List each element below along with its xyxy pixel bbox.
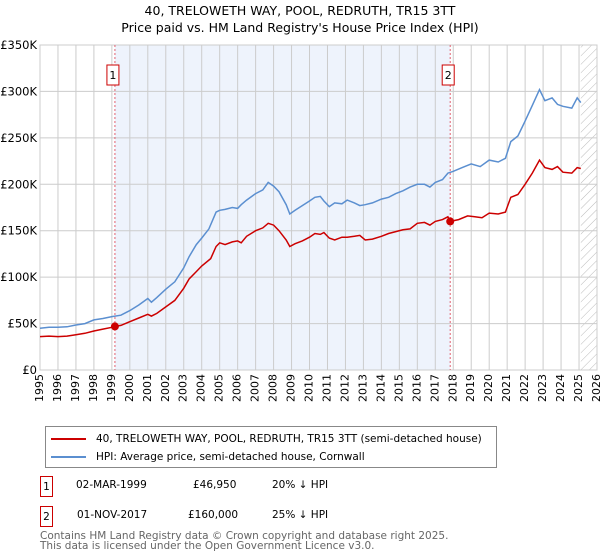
- sale-point: [446, 217, 455, 226]
- footer: Contains HM Land Registry data © Crown c…: [40, 530, 449, 552]
- x-tick-label: 2022: [518, 374, 531, 402]
- x-tick-label: 2017: [428, 374, 441, 402]
- footer-line: Contains HM Land Registry data © Crown c…: [40, 530, 449, 542]
- transaction-date: 02-MAR-1999: [76, 479, 147, 491]
- marker-box: [441, 64, 455, 86]
- legend-label: 40, TRELOWETH WAY, POOL, REDRUTH, TR15 3…: [96, 433, 482, 445]
- y-tick-label: £100K: [0, 270, 37, 284]
- x-tick-label: 2020: [482, 374, 495, 402]
- x-tick-label: 2008: [267, 374, 280, 402]
- x-tick-label: 1996: [51, 374, 64, 402]
- transaction-hpi: 20% ↓ HPI: [272, 479, 329, 491]
- transaction-row: 1 02-MAR-1999 £46,950 20% ↓ HPI: [40, 476, 440, 497]
- x-tick-label: 2018: [446, 374, 459, 402]
- x-tick-label: 2010: [303, 374, 316, 402]
- x-tick-label: 2015: [392, 374, 405, 402]
- x-tick-label: 2002: [159, 374, 172, 402]
- x-tick-label: 2011: [320, 374, 333, 402]
- x-tick-label: 2025: [572, 374, 585, 402]
- x-tick-label: 2013: [356, 374, 369, 402]
- x-tick-label: 2014: [374, 374, 387, 402]
- transaction-price: £160,000: [188, 509, 239, 521]
- chart-subtitle: Price paid vs. HM Land Registry's House …: [121, 20, 479, 35]
- x-tick-label: 2005: [213, 374, 226, 402]
- legend-swatch: [51, 456, 86, 458]
- x-tick-label: 2016: [410, 374, 423, 402]
- y-tick-label: £150K: [0, 224, 37, 238]
- hpi-line: [39, 87, 582, 329]
- legend: 40, TRELOWETH WAY, POOL, REDRUTH, TR15 3…: [45, 426, 497, 468]
- transaction-row: 2 01-NOV-2017 £160,000 25% ↓ HPI: [40, 506, 440, 527]
- x-tick-label: 2012: [338, 374, 351, 402]
- y-tick-label: £350K: [0, 38, 37, 52]
- legend-item-hpi: HPI: Average price, semi-detached house,…: [46, 449, 365, 465]
- x-tick-label: 2006: [231, 374, 244, 402]
- forecast-hatch: [580, 45, 597, 370]
- plot-frame: [39, 44, 598, 371]
- marker-badge: 2: [40, 506, 53, 527]
- marker-label: 2: [445, 69, 452, 82]
- x-tick-label: 1999: [105, 374, 118, 402]
- marker-label: 1: [109, 69, 116, 82]
- x-tick-label: 1997: [69, 374, 82, 402]
- transaction-hpi: 25% ↓ HPI: [272, 509, 329, 521]
- chart: 1 2 1995 1996 1997 1998 1999 2000 2001 2002 2003 20…: [0, 38, 600, 402]
- legend-swatch: [51, 438, 86, 440]
- transaction-price: £46,950: [193, 479, 237, 491]
- x-tick-label: 2023: [536, 374, 549, 402]
- y-tick-label: £0: [22, 363, 37, 377]
- x-tick-label: 2007: [249, 374, 262, 402]
- shaded-region: [114, 45, 451, 370]
- x-tick-label: 2019: [464, 374, 477, 402]
- x-tick-label: 2000: [123, 374, 136, 402]
- y-tick-label: £50K: [8, 317, 38, 331]
- sale-point: [110, 322, 119, 331]
- price-paid-line: [39, 158, 581, 338]
- x-tick-label: 2004: [195, 374, 208, 402]
- x-tick-label: 1998: [87, 374, 100, 402]
- transaction-date: 01-NOV-2017: [77, 509, 148, 521]
- x-tick-label: 1995: [33, 374, 46, 402]
- legend-item-property: 40, TRELOWETH WAY, POOL, REDRUTH, TR15 3…: [46, 431, 482, 447]
- marker-box: [106, 64, 120, 86]
- x-tick-label: 2009: [285, 374, 298, 402]
- y-tick-label: £250K: [0, 131, 37, 145]
- x-tick-label: 2024: [554, 374, 567, 402]
- legend-label: HPI: Average price, semi-detached house,…: [96, 451, 365, 463]
- y-tick-label: £200K: [0, 177, 37, 191]
- chart-title: 40, TRELOWETH WAY, POOL, REDRUTH, TR15 3…: [144, 3, 456, 18]
- x-tick-label: 2001: [141, 374, 154, 402]
- y-tick-label: £300K: [0, 84, 37, 98]
- x-tick-label: 2026: [590, 374, 600, 402]
- footer-line: This data is licensed under the Open Gov…: [40, 540, 375, 552]
- x-tick-label: 2003: [177, 374, 190, 402]
- marker-badge: 1: [40, 476, 53, 497]
- x-tick-label: 2021: [500, 374, 513, 402]
